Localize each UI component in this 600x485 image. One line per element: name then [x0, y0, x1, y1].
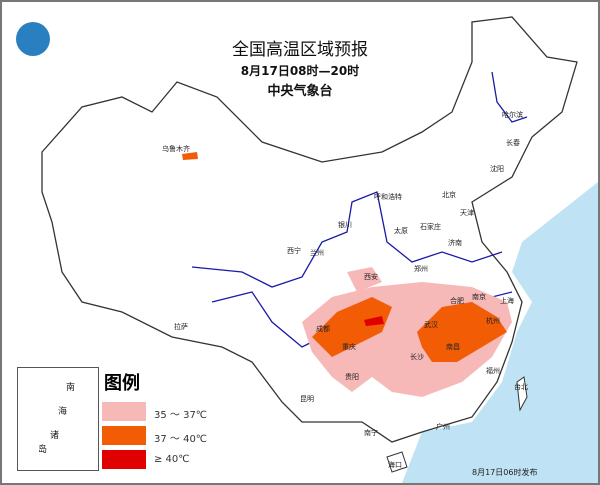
heat-areas	[182, 152, 512, 397]
city-label: 广州	[436, 423, 450, 431]
city-label: 石家庄	[420, 223, 441, 231]
city-label: 贵阳	[345, 373, 359, 381]
city-label: 昆明	[300, 395, 314, 403]
inset-label: 诸	[50, 431, 60, 441]
city-label: 海口	[388, 461, 402, 469]
legend-swatch-35-37	[102, 402, 146, 421]
city-label: 济南	[448, 239, 462, 247]
legend-swatch-40-plus	[102, 450, 146, 469]
inset-label: 岛	[38, 445, 48, 455]
city-label: 重庆	[342, 343, 356, 351]
heat-37-40-xj	[182, 152, 198, 160]
time-range: 8月17日08时—20时	[240, 64, 360, 78]
city-label: 天津	[460, 209, 474, 217]
city-label: 北京	[442, 191, 456, 199]
legend-label: 37 ～ 40℃	[154, 434, 208, 445]
heat-37-40-east	[417, 302, 507, 362]
city-label: 拉萨	[174, 323, 188, 331]
issuer: 中央气象台	[267, 84, 333, 99]
city-label: 合肥	[450, 297, 464, 305]
heat-37-40	[312, 297, 392, 357]
city-label: 长春	[506, 139, 520, 147]
sea	[402, 182, 598, 483]
city-label: 哈尔滨	[502, 111, 523, 119]
city-label: 南京	[472, 293, 486, 301]
city-label: 太原	[394, 227, 408, 235]
inset-label: 南	[66, 383, 76, 393]
city-label: 南宁	[364, 429, 378, 437]
issued-time: 8月17日06时发布	[472, 468, 538, 477]
city-label: 杭州	[486, 317, 500, 325]
heat-40-plus	[364, 316, 384, 326]
map-title: 全国高温区域预报	[232, 40, 368, 60]
taiwan	[516, 376, 528, 412]
city-label: 西安	[364, 273, 378, 281]
city-label: 呼和浩特	[374, 193, 402, 201]
legend-title: 图例	[104, 373, 140, 394]
legend-label: ≥ 40℃	[154, 454, 190, 465]
city-label: 武汉	[424, 321, 438, 329]
legend-swatch-37-40	[102, 426, 146, 445]
city-label: 福州	[486, 367, 500, 375]
city-label: 沈阳	[490, 165, 504, 173]
south-china-sea-inset: 南 海 诸 岛	[17, 367, 99, 471]
city-label: 郑州	[414, 265, 428, 273]
city-label: 乌鲁木齐	[162, 145, 190, 153]
city-label: 南昌	[446, 343, 460, 351]
city-label: 长沙	[410, 353, 424, 361]
city-label: 成都	[316, 325, 330, 333]
inset-label: 海	[58, 407, 68, 417]
city-label: 银川	[338, 221, 352, 229]
city-label: 上海	[500, 297, 514, 305]
city-label: 台北	[514, 383, 528, 391]
heat-35-37-west	[347, 267, 382, 292]
hainan	[386, 451, 408, 473]
cma-logo	[16, 22, 50, 56]
legend-label: 35 ～ 37℃	[154, 410, 208, 421]
city-label: 兰州	[310, 249, 324, 257]
city-label: 西宁	[287, 247, 301, 255]
